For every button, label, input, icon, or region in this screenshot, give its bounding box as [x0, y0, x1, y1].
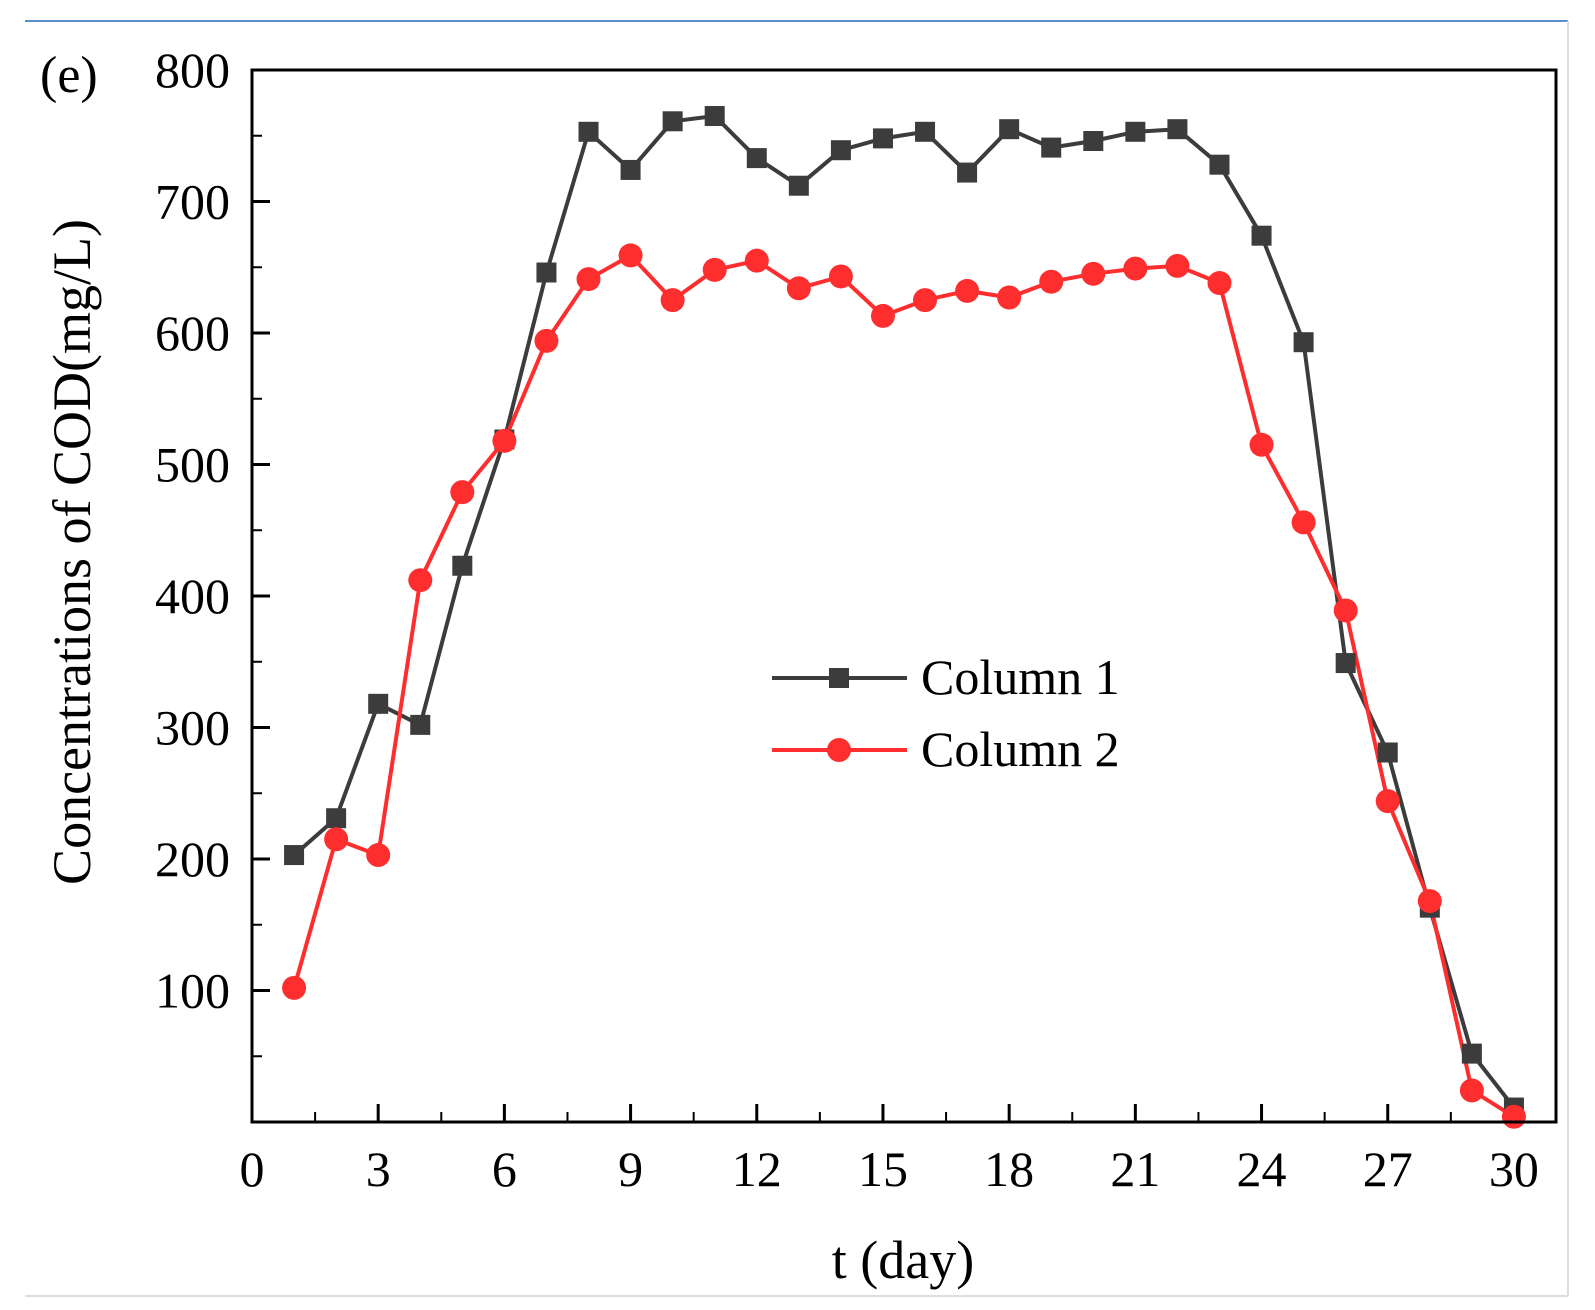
- data-point-column-2: [997, 285, 1022, 310]
- x-tick-label: 21: [1110, 1141, 1160, 1197]
- data-point-column-2: [660, 288, 685, 313]
- data-point-column-2: [1081, 261, 1106, 286]
- x-tick-label: 27: [1363, 1141, 1413, 1197]
- data-point-column-2: [534, 328, 559, 353]
- y-tick-label: 100: [155, 963, 230, 1019]
- plot-frame: [250, 68, 1558, 1124]
- legend-marker-column-1: [829, 668, 849, 688]
- data-point-column-1: [1167, 119, 1188, 140]
- data-point-column-2: [324, 827, 349, 852]
- data-point-column-1: [1251, 225, 1272, 246]
- data-point-column-1: [410, 714, 431, 735]
- series-layer: [282, 106, 1526, 1129]
- data-point-column-1: [578, 121, 599, 142]
- tick-labels: 0 3 6 9 12 15 18 21 24 27 30 100 200 300 400 500 600 700 8…: [155, 42, 1539, 1197]
- data-point-column-2: [1501, 1104, 1526, 1129]
- data-point-column-1: [620, 159, 641, 180]
- data-point-column-2: [744, 248, 769, 273]
- data-point-column-1: [1083, 131, 1104, 152]
- x-tick-label: 0: [240, 1141, 265, 1197]
- legend: Column 1 Column 2: [772, 649, 1120, 777]
- legend-label-column-2: Column 2: [921, 721, 1120, 777]
- x-tick-label: 15: [858, 1141, 908, 1197]
- data-point-column-2: [786, 276, 811, 301]
- y-tick-label: 500: [155, 437, 230, 493]
- data-point-column-2: [1165, 253, 1190, 278]
- data-point-column-1: [368, 693, 389, 714]
- data-point-column-1: [662, 111, 683, 132]
- x-tick-label: 30: [1489, 1141, 1539, 1197]
- data-point-column-2: [450, 480, 475, 505]
- data-point-column-2: [366, 843, 391, 868]
- panel-label: (e): [40, 47, 98, 104]
- data-point-column-1: [1461, 1043, 1482, 1064]
- data-point-column-2: [1039, 269, 1064, 294]
- data-point-column-2: [702, 257, 727, 282]
- series-line-2: [292, 253, 1515, 1119]
- data-point-column-1: [1377, 742, 1398, 763]
- data-point-column-2: [1333, 598, 1358, 623]
- y-tick-label: 300: [155, 700, 230, 756]
- data-point-column-1: [915, 121, 936, 142]
- data-point-column-2: [618, 243, 643, 268]
- data-point-column-1: [999, 119, 1020, 140]
- series-line-1: [292, 114, 1516, 1109]
- y-tick-label: 400: [155, 568, 230, 624]
- y-tick-label: 700: [155, 174, 230, 230]
- data-point-column-1: [452, 555, 473, 576]
- data-point-column-1: [788, 175, 809, 196]
- y-axis-label: Concentrations of COD(mg/L): [42, 219, 102, 885]
- data-point-column-1: [1209, 154, 1230, 175]
- y-tick-label: 200: [155, 831, 230, 887]
- data-point-column-2: [1123, 256, 1148, 281]
- x-tick-label: 12: [732, 1141, 782, 1197]
- data-point-column-2: [576, 267, 601, 292]
- data-point-column-2: [870, 303, 895, 328]
- data-point-column-2: [492, 428, 517, 453]
- data-point-column-2: [913, 288, 938, 313]
- data-point-column-1: [872, 128, 893, 149]
- data-point-column-1: [326, 808, 347, 829]
- data-point-column-1: [830, 140, 851, 161]
- data-point-column-2: [1417, 889, 1442, 914]
- data-point-column-2: [1207, 271, 1232, 296]
- x-tick-label: 18: [984, 1141, 1034, 1197]
- data-point-column-2: [408, 568, 433, 593]
- data-point-column-1: [1293, 332, 1314, 353]
- tick-layer: [250, 68, 1516, 1122]
- data-point-column-1: [704, 106, 725, 127]
- data-point-column-2: [282, 975, 307, 1000]
- data-point-column-1: [746, 148, 767, 169]
- data-point-column-2: [1375, 789, 1400, 814]
- data-point-column-2: [1459, 1078, 1484, 1103]
- data-point-column-1: [1335, 653, 1356, 674]
- y-tick-label: 800: [155, 42, 230, 98]
- legend-label-column-1: Column 1: [921, 649, 1120, 705]
- data-point-column-1: [957, 162, 978, 183]
- x-tick-label: 3: [366, 1141, 391, 1197]
- legend-marker-column-2: [827, 738, 851, 762]
- data-point-column-2: [828, 264, 853, 289]
- data-point-column-1: [284, 845, 305, 866]
- data-point-column-2: [955, 278, 980, 303]
- data-point-column-1: [1125, 121, 1146, 142]
- x-tick-label: 9: [618, 1141, 643, 1197]
- x-tick-label: 6: [492, 1141, 517, 1197]
- y-tick-label: 600: [155, 305, 230, 361]
- x-axis-label: t (day): [832, 1230, 974, 1290]
- data-point-column-2: [1249, 432, 1274, 457]
- x-tick-label: 24: [1237, 1141, 1287, 1197]
- data-point-column-1: [536, 262, 557, 283]
- data-point-column-2: [1291, 510, 1316, 535]
- data-point-column-1: [1041, 137, 1062, 158]
